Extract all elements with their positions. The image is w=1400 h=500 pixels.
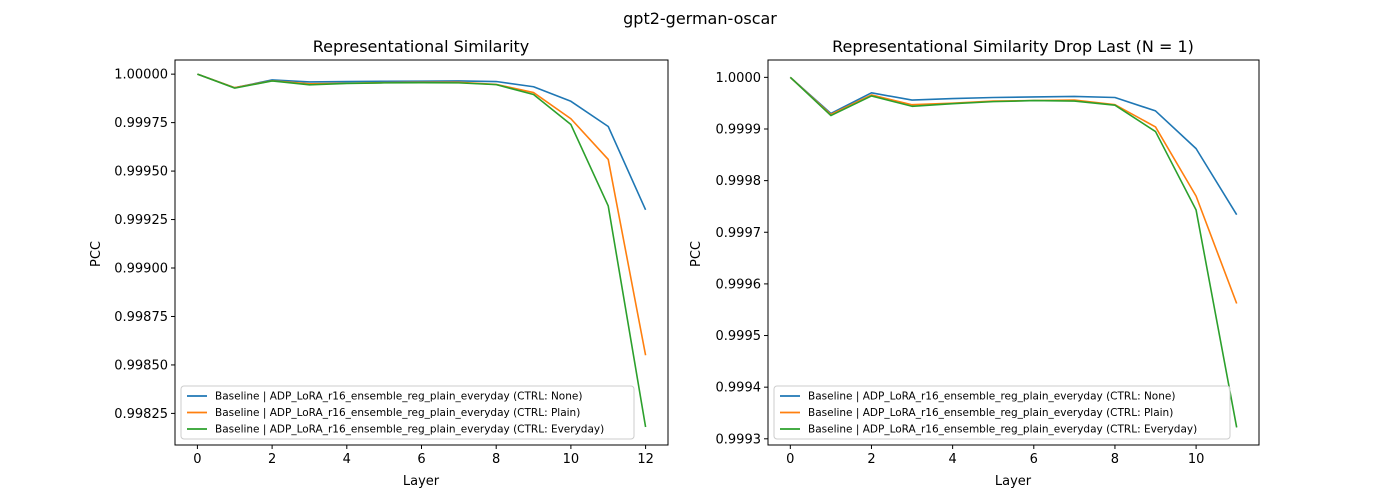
- y-tick-label: 0.9993: [716, 432, 762, 447]
- y-tick-label: 0.99900: [114, 262, 168, 277]
- legend-box: [773, 385, 1231, 440]
- chart-panel-right: Representational Similarity Drop Last (N…: [689, 37, 1260, 489]
- x-axis-label: Layer: [995, 474, 1032, 489]
- plot-frame: [767, 59, 1260, 446]
- x-tick-label: 0: [786, 452, 794, 467]
- y-tick-label: 0.99875: [114, 310, 168, 325]
- y-tick-label: 0.9994: [716, 381, 762, 396]
- series-line: [789, 76, 1238, 428]
- x-tick-label: 2: [268, 452, 276, 467]
- legend: Baseline | ADP_LoRA_r16_ensemble_reg_pla…: [773, 385, 1231, 440]
- y-tick-label: 0.99950: [114, 165, 168, 180]
- y-tick-label: 0.9999: [716, 122, 762, 137]
- figure-suptitle: gpt2-german-oscar: [623, 9, 777, 28]
- legend-entry: Baseline | ADP_LoRA_r16_ensemble_reg_pla…: [808, 424, 1197, 436]
- x-tick-label: 10: [1188, 452, 1205, 467]
- x-axis-label: Layer: [403, 474, 440, 489]
- legend-entry: Baseline | ADP_LoRA_r16_ensemble_reg_pla…: [215, 407, 580, 419]
- legend-entry: Baseline | ADP_LoRA_r16_ensemble_reg_pla…: [215, 424, 604, 436]
- series-line: [789, 76, 1238, 216]
- y-axis-label: PCC: [689, 241, 704, 267]
- chart-panel-left: Representational Similarity Layer PCC 0 2…: [89, 37, 669, 489]
- chart-title: Representational Similarity: [313, 37, 530, 56]
- y-tick-label: 1.00000: [114, 68, 168, 83]
- legend-entry: Baseline | ADP_LoRA_r16_ensemble_reg_pla…: [808, 407, 1173, 419]
- y-axis-label: PCC: [89, 241, 104, 267]
- chart-title: Representational Similarity Drop Last (N…: [832, 37, 1194, 56]
- x-tick-label: 0: [193, 452, 201, 467]
- y-tick-label: 0.9995: [716, 329, 762, 344]
- y-tick-label: 0.99975: [114, 116, 168, 131]
- x-tick-label: 4: [948, 452, 956, 467]
- legend-box: [180, 385, 635, 440]
- x-tick-label: 4: [343, 452, 351, 467]
- y-tick-label: 0.9997: [716, 226, 762, 241]
- y-tick-label: 0.99825: [114, 407, 168, 422]
- legend-entry: Baseline | ADP_LoRA_r16_ensemble_reg_pla…: [215, 391, 582, 403]
- legend-entry: Baseline | ADP_LoRA_r16_ensemble_reg_pla…: [808, 391, 1175, 403]
- y-tick-label: 0.9996: [716, 277, 762, 292]
- y-tick-label: 0.99925: [114, 213, 168, 228]
- series-line: [789, 76, 1238, 304]
- legend: Baseline | ADP_LoRA_r16_ensemble_reg_pla…: [180, 385, 635, 440]
- x-tick-label: 2: [867, 452, 875, 467]
- x-tick-label: 6: [1030, 452, 1038, 467]
- x-tick-label: 10: [563, 452, 580, 467]
- y-tick-label: 0.9998: [716, 174, 762, 189]
- series-line: [197, 73, 647, 356]
- y-tick-label: 0.99850: [114, 358, 168, 373]
- x-tick-label: 8: [1111, 452, 1119, 467]
- series-line: [197, 73, 647, 428]
- x-tick-label: 12: [637, 452, 654, 467]
- x-tick-label: 6: [417, 452, 425, 467]
- x-tick-label: 8: [492, 452, 500, 467]
- y-tick-label: 1.0000: [716, 71, 762, 86]
